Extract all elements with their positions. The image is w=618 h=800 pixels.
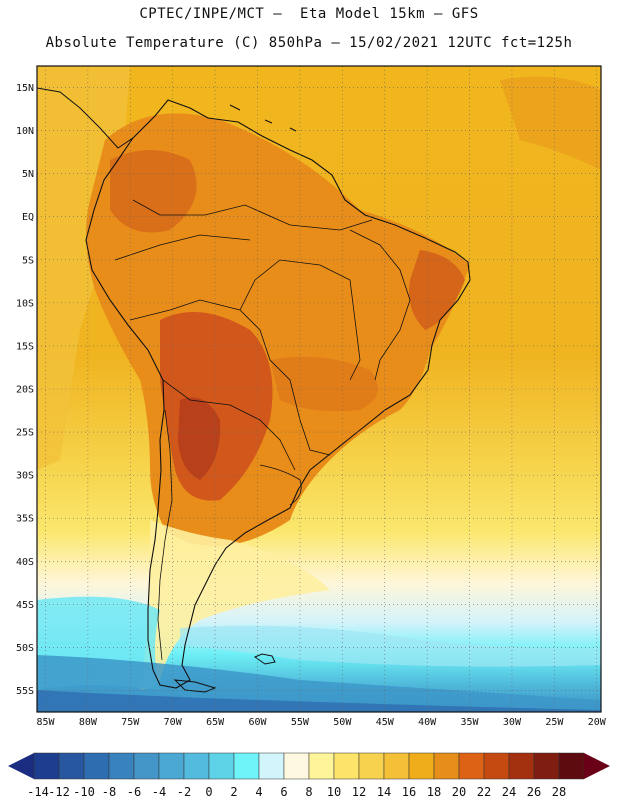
colorbar-label: 22 <box>477 785 491 799</box>
colorbar-label: 10 <box>327 785 341 799</box>
lat-label: 15N <box>16 83 34 94</box>
colorbar-swatch <box>333 752 360 780</box>
colorbar-label: -10 <box>73 785 95 799</box>
lon-label: 35W <box>461 717 480 728</box>
colorbar-swatch <box>508 752 535 780</box>
lat-label: 5S <box>22 255 34 266</box>
colorbar-label: -2 <box>177 785 191 799</box>
colorbar-swatch <box>558 752 585 780</box>
coastline <box>85 99 471 689</box>
lat-label: 15S <box>16 341 34 352</box>
lon-label: 85W <box>36 717 55 728</box>
colorbar-swatch <box>433 752 460 780</box>
colorbar-label: 20 <box>452 785 466 799</box>
colorbar-swatch <box>258 752 285 780</box>
colorbar-label: 14 <box>377 785 391 799</box>
lon-label: 50W <box>333 717 352 728</box>
longitude-labels: 85W 80W 75W 70W 65W 60W 55W 50W 45W 40W 35W 30W 25W 2… <box>36 717 606 728</box>
temperature-field <box>37 66 601 712</box>
lon-label: 55W <box>291 717 310 728</box>
colorbar-swatch <box>208 752 235 780</box>
lon-label: 30W <box>503 717 522 728</box>
colorbar-label: -4 <box>152 785 166 799</box>
colorbar-swatch <box>408 752 435 780</box>
plot-frame <box>36 65 602 713</box>
colorbar-label: 12 <box>352 785 366 799</box>
colorbar-label: 6 <box>280 785 287 799</box>
lon-label: 75W <box>121 717 140 728</box>
colorbar-label: 2 <box>230 785 237 799</box>
colorbar-swatch <box>533 752 560 780</box>
colorbar-high-arrow <box>584 753 610 779</box>
colorbar-label: -12 <box>48 785 70 799</box>
lon-label: 25W <box>545 717 564 728</box>
lon-label: 60W <box>248 717 267 728</box>
lon-label: 70W <box>164 717 183 728</box>
lon-label: 45W <box>376 717 395 728</box>
lat-label: 25S <box>16 428 34 439</box>
colorbar-swatch <box>483 752 510 780</box>
lat-label: 35S <box>16 514 34 525</box>
lon-label: 65W <box>206 717 225 728</box>
lat-label: 5N <box>22 169 34 180</box>
lon-label: 20W <box>588 717 607 728</box>
colorbar-label: -8 <box>102 785 116 799</box>
lat-label: 55S <box>16 686 34 697</box>
lat-label: 30S <box>16 471 34 482</box>
colorbar-swatch <box>133 752 160 780</box>
colorbar: -14 -12 -10 -8 -6 -4 -2 0 2 4 6 8 10 12 14 16 18 20 22 24 26… <box>8 752 610 799</box>
colorbar-swatch <box>158 752 185 780</box>
colorbar-swatch <box>183 752 210 780</box>
colorbar-swatch <box>308 752 335 780</box>
map-subtitle: Absolute Temperature (C) 850hPa – 15/02/… <box>45 35 573 51</box>
colorbar-swatch <box>383 752 410 780</box>
colorbar-label: 0 <box>205 785 212 799</box>
map-title: CPTEC/INPE/MCT – Eta Model 15km – GFS <box>139 6 479 22</box>
central-america-coast <box>37 87 134 149</box>
colorbar-label: 18 <box>427 785 441 799</box>
colorbar-swatch <box>33 752 60 780</box>
colorbar-label: -6 <box>127 785 141 799</box>
colorbar-label: 4 <box>255 785 262 799</box>
lat-label: EQ <box>22 212 34 223</box>
colorbar-label: 28 <box>552 785 566 799</box>
lat-label: 50S <box>16 643 34 654</box>
lat-label: 45S <box>16 600 34 611</box>
lon-label: 40W <box>418 717 437 728</box>
lon-label: 80W <box>79 717 98 728</box>
colorbar-label: 8 <box>305 785 312 799</box>
colorbar-swatch <box>233 752 260 780</box>
lat-label: 10S <box>16 298 34 309</box>
colorbar-swatch <box>58 752 85 780</box>
colorbar-swatch <box>83 752 110 780</box>
colorbar-label: -14 <box>27 785 49 799</box>
colorbar-swatch <box>108 752 135 780</box>
colorbar-label: 16 <box>402 785 416 799</box>
lat-label: 20S <box>16 385 34 396</box>
colorbar-label: 26 <box>527 785 541 799</box>
colorbar-swatch <box>358 752 385 780</box>
colorbar-swatch <box>458 752 485 780</box>
colorbar-low-arrow <box>8 753 34 779</box>
colorbar-label: 24 <box>502 785 516 799</box>
lat-label: 10N <box>16 126 34 137</box>
colorbar-swatch <box>283 752 310 780</box>
latitude-labels: 15N 10N 5N EQ 5S 10S 15S 20S 25S 30S 35S 40S 45S 50S 5… <box>16 83 34 697</box>
lat-label: 40S <box>16 557 34 568</box>
